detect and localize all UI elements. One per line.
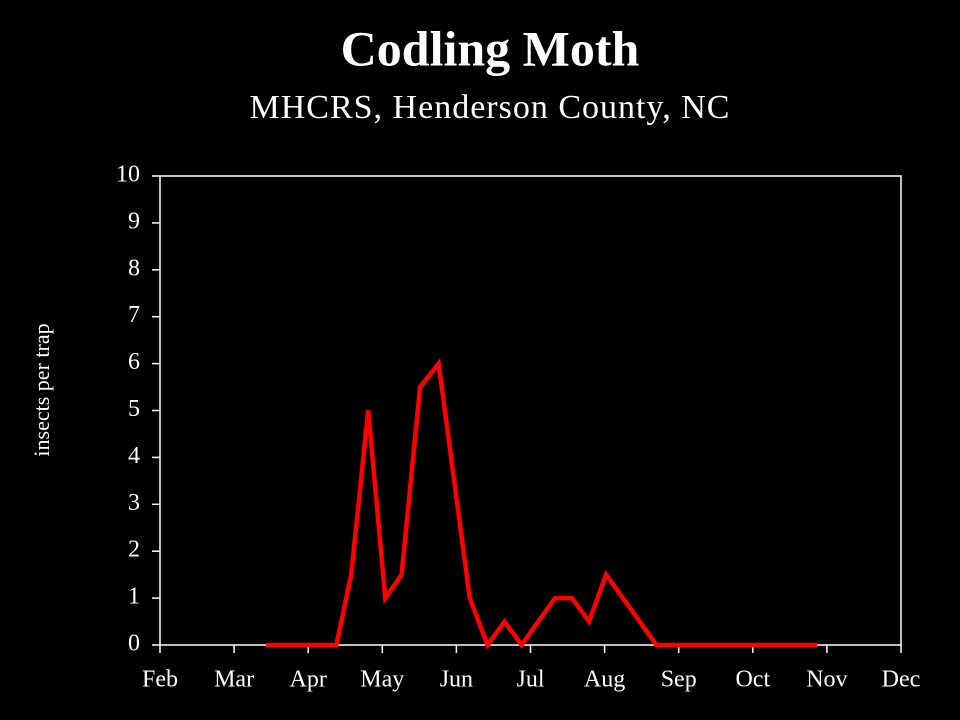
y-tick-label: 3 [128, 490, 140, 516]
x-tick-label: Jun [440, 667, 473, 693]
y-tick-label: 2 [128, 537, 140, 563]
x-tick-label: Oct [735, 667, 770, 693]
x-tick-label: Jul [516, 667, 544, 693]
chart-subtitle: MHCRS, Henderson County, NC [250, 89, 731, 126]
y-tick-label: 6 [128, 349, 140, 375]
x-tick-label: Nov [806, 667, 847, 693]
x-tick-label: Mar [214, 667, 254, 693]
x-tick-label: May [360, 667, 404, 693]
y-tick-label: 8 [128, 255, 140, 281]
x-tick-label: Apr [290, 667, 327, 693]
y-tick-label: 10 [116, 162, 140, 188]
y-tick-label: 9 [128, 208, 140, 234]
y-tick-label: 4 [128, 443, 140, 469]
x-tick-label: Sep [661, 667, 697, 693]
data-line [265, 358, 818, 650]
y-tick-label: 5 [128, 396, 140, 422]
y-tick-label: 0 [128, 631, 140, 657]
y-axis-label: insects per trap [29, 323, 54, 456]
chart-title: Codling Moth [341, 20, 640, 76]
x-tick-label: Dec [882, 667, 921, 693]
x-tick-label: Feb [142, 667, 178, 693]
x-tick-label: Aug [584, 667, 625, 693]
y-tick-label: 7 [128, 302, 140, 328]
y-tick-label: 1 [128, 584, 140, 610]
